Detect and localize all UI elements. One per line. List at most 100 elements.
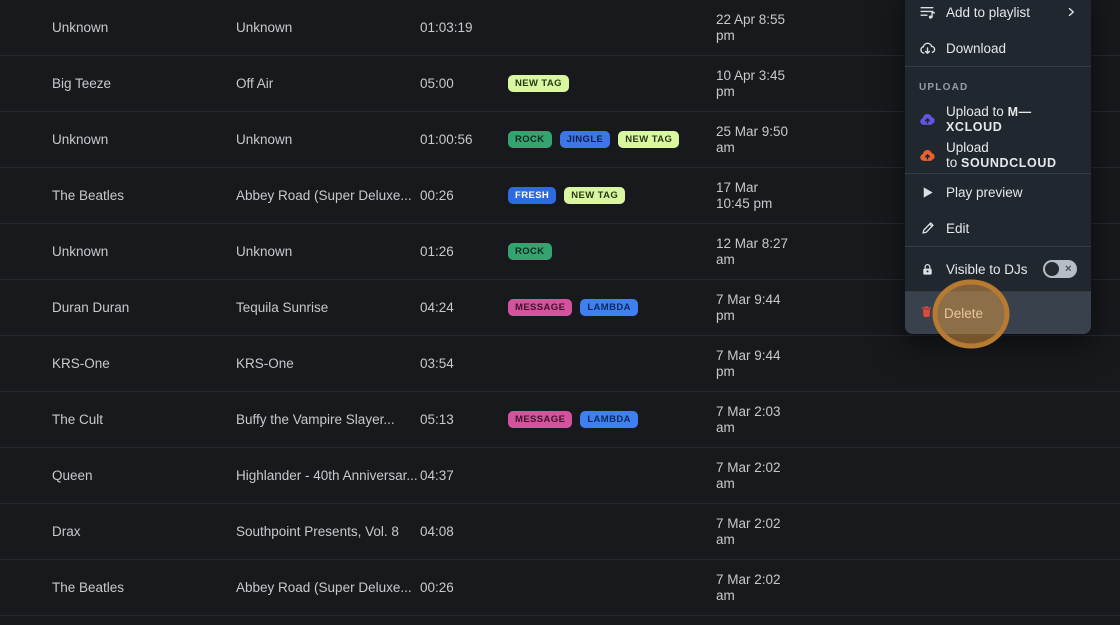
title-cell: Unknown: [236, 244, 293, 259]
cloud-download-icon: [919, 40, 936, 57]
menu-item-add-to-playlist[interactable]: Add to playlist: [905, 0, 1091, 30]
menu-separator: [905, 246, 1091, 247]
duration-cell: 04:37: [420, 468, 454, 483]
menu-item-label: Play preview: [946, 184, 1023, 200]
menu-item-edit[interactable]: Edit: [905, 210, 1091, 246]
date-cell: 7 Mar 2:03 am: [716, 404, 816, 436]
date-line2: pm: [716, 83, 735, 99]
menu-item-download[interactable]: Download: [905, 30, 1091, 66]
tags-cell: FRESH NEW TAG: [508, 187, 716, 204]
title-cell: KRS-One: [236, 356, 294, 371]
duration-cell: 05:13: [420, 412, 454, 427]
menu-separator: [905, 66, 1091, 67]
menu-item-label: Add to playlist: [946, 4, 1031, 20]
table-row[interactable]: Big Teeze Off Air 05:00 NEW TAG 10 Apr 3…: [0, 56, 1120, 112]
artist-cell: KRS-One: [52, 356, 110, 371]
title-cell: Abbey Road (Super Deluxe...: [236, 188, 412, 203]
artist-cell: Unknown: [52, 244, 109, 259]
date-line1: 7 Mar 9:44: [716, 347, 781, 363]
date-line1: 7 Mar 2:02: [716, 459, 781, 475]
date-line1: 25 Mar 9:50: [716, 123, 789, 139]
menu-item-label: Upload to SOUNDCLOUD: [946, 140, 1057, 170]
artist-cell: Big Teeze: [52, 76, 112, 91]
menu-item-upload-mixcloud[interactable]: Upload to M—XCLOUD: [905, 101, 1091, 137]
visible-to-djs-toggle[interactable]: ✕: [1043, 260, 1077, 278]
tag-chip: ROCK: [508, 243, 552, 260]
trash-icon: [919, 304, 934, 322]
date-cell: 7 Mar 9:44 pm: [716, 348, 816, 380]
menu-item-play-preview[interactable]: Play preview: [905, 174, 1091, 210]
date-line2: 10:45 pm: [716, 195, 773, 211]
date-line2: am: [716, 587, 735, 603]
date-line2: am: [716, 419, 735, 435]
menu-item-label: Upload to M—XCLOUD: [946, 104, 1032, 134]
date-line1: 7 Mar 2:02: [716, 571, 781, 587]
duration-cell: 04:24: [420, 300, 454, 315]
play-icon: [919, 184, 936, 201]
artist-cell: Unknown: [52, 132, 109, 147]
artist-cell: Drax: [52, 524, 81, 539]
menu-item-visible-to-djs[interactable]: Visible to DJs ✕: [905, 251, 1091, 287]
tag-chip: NEW TAG: [564, 187, 626, 204]
date-cell: 10 Apr 3:45 pm: [716, 68, 816, 100]
date-cell: 17 Mar 10:45 pm: [716, 180, 816, 212]
date-line1: 17 Mar: [716, 179, 759, 195]
duration-cell: 00:26: [420, 580, 454, 595]
title-cell: Buffy the Vampire Slayer...: [236, 412, 395, 427]
duration-cell: 00:26: [420, 188, 454, 203]
date-line1: 22 Apr 8:55: [716, 11, 786, 27]
duration-cell: 05:00: [420, 76, 454, 91]
menu-item-label: Delete: [944, 305, 984, 321]
title-cell: Unknown: [236, 132, 293, 147]
table-row[interactable]: The Cult Buffy the Vampire Slayer... 05:…: [0, 392, 1120, 448]
date-line2: am: [716, 139, 735, 155]
table-row[interactable]: The Beatles Abbey Road (Super Deluxe... …: [0, 560, 1120, 616]
tag-chip: ROCK: [508, 131, 552, 148]
table-row[interactable]: Unknown Unknown 01:26 ROCK 12 Mar 8:27 a…: [0, 224, 1120, 280]
date-line1: 7 Mar 9:44: [716, 291, 781, 307]
chevron-right-icon: [1065, 6, 1077, 18]
date-line2: pm: [716, 27, 735, 43]
soundcloud-cloud-icon: [919, 147, 936, 164]
tags-cell: MESSAGE LAMBDA: [508, 411, 716, 428]
duration-cell: 03:54: [420, 356, 454, 371]
duration-cell: 01:26: [420, 244, 454, 259]
soundcloud-wordmark: SOUNDCLOUD: [961, 156, 1057, 170]
title-cell: Off Air: [236, 76, 274, 91]
menu-item-delete[interactable]: Delete: [905, 292, 1091, 334]
date-cell: 7 Mar 2:02 am: [716, 516, 816, 548]
toggle-off-x-icon: ✕: [1064, 263, 1072, 274]
track-context-menu: Add to playlist Download UPLOAD Upload t…: [905, 0, 1091, 334]
date-cell: 7 Mar 9:44 pm: [716, 292, 816, 324]
tag-chip: NEW TAG: [618, 131, 680, 148]
date-line1: 12 Mar 8:27: [716, 235, 789, 251]
menu-section-upload: UPLOAD: [919, 81, 969, 93]
table-row[interactable]: Drax Southpoint Presents, Vol. 8 04:08 7…: [0, 504, 1120, 560]
table-row[interactable]: Duran Duran Tequila Sunrise 04:24 MESSAG…: [0, 280, 1120, 336]
date-line2: pm: [716, 363, 735, 379]
date-cell: 12 Mar 8:27 am: [716, 236, 816, 268]
tag-chip: LAMBDA: [580, 411, 638, 428]
toggle-knob: [1045, 262, 1059, 276]
table-row[interactable]: KRS-One KRS-One 03:54 7 Mar 9:44 pm: [0, 336, 1120, 392]
lock-icon: [919, 261, 936, 278]
artist-cell: Queen: [52, 468, 93, 483]
tags-cell: ROCK: [508, 243, 716, 260]
menu-item-upload-soundcloud[interactable]: Upload to SOUNDCLOUD: [905, 137, 1091, 173]
tag-chip: MESSAGE: [508, 411, 573, 428]
title-cell: Unknown: [236, 20, 293, 35]
tag-chip: FRESH: [508, 187, 557, 204]
table-row[interactable]: The Beatles Abbey Road (Super Deluxe... …: [0, 168, 1120, 224]
table-row[interactable]: Unknown Unknown 01:00:56 ROCK JINGLE NEW T…: [0, 112, 1120, 168]
duration-cell: 01:03:19: [420, 20, 473, 35]
mixcloud-wordmark: M—XCLOUD: [946, 105, 1032, 134]
table-row[interactable]: Unknown Unknown 01:03:19 22 Apr 8:55 pm: [0, 0, 1120, 56]
tag-chip: NEW TAG: [508, 75, 569, 92]
pencil-icon: [919, 220, 936, 237]
duration-cell: 04:08: [420, 524, 454, 539]
table-row[interactable]: Queen Highlander - 40th Anniversar... 04…: [0, 448, 1120, 504]
date-line2: am: [716, 475, 735, 491]
menu-item-label: Edit: [946, 220, 970, 236]
